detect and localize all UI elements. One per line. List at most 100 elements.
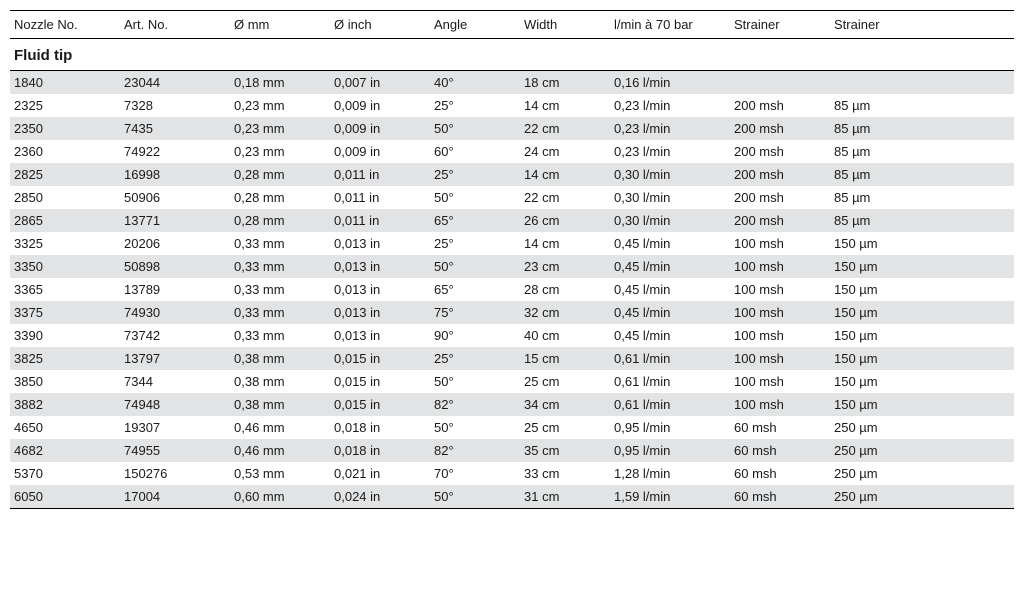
- table-cell: 25°: [430, 347, 520, 370]
- table-cell: 26 cm: [520, 209, 610, 232]
- table-cell: 3365: [10, 278, 120, 301]
- table-cell: 34 cm: [520, 393, 610, 416]
- table-cell: 0,46 mm: [230, 416, 330, 439]
- col-header-angle: Angle: [430, 11, 520, 39]
- table-cell: 100 msh: [730, 278, 830, 301]
- table-cell: 82°: [430, 439, 520, 462]
- table-cell: 0,16 l/min: [610, 71, 730, 95]
- table-row: 4650193070,46 mm0,018 in50°25 cm0,95 l/m…: [10, 416, 1014, 439]
- table-cell: 0,28 mm: [230, 163, 330, 186]
- table-row: 235074350,23 mm0,009 in50°22 cm0,23 l/mi…: [10, 117, 1014, 140]
- table-cell: 7435: [120, 117, 230, 140]
- col-header-blank: [920, 11, 1014, 39]
- table-cell: [920, 186, 1014, 209]
- table-cell: 22 cm: [520, 117, 610, 140]
- col-header-nozzle-no: Nozzle No.: [10, 11, 120, 39]
- table-cell: 40 cm: [520, 324, 610, 347]
- table-cell: 25°: [430, 163, 520, 186]
- table-cell: 0,46 mm: [230, 439, 330, 462]
- table-cell: 200 msh: [730, 140, 830, 163]
- table-cell: 23 cm: [520, 255, 610, 278]
- table-cell: 18 cm: [520, 71, 610, 95]
- table-cell: 28 cm: [520, 278, 610, 301]
- table-cell: 4650: [10, 416, 120, 439]
- table-row: 232573280,23 mm0,009 in25°14 cm0,23 l/mi…: [10, 94, 1014, 117]
- table-cell: 82°: [430, 393, 520, 416]
- table-cell: 3825: [10, 347, 120, 370]
- table-cell: 7328: [120, 94, 230, 117]
- table-cell: 0,30 l/min: [610, 163, 730, 186]
- table-cell: 14 cm: [520, 163, 610, 186]
- table-cell: 0,013 in: [330, 255, 430, 278]
- table-cell: [920, 209, 1014, 232]
- table-cell: 2360: [10, 140, 120, 163]
- table-cell: 24 cm: [520, 140, 610, 163]
- table-body: Fluid tip 1840230440,18 mm0,007 in40°18 …: [10, 39, 1014, 509]
- table-cell: 25°: [430, 94, 520, 117]
- col-header-diameter-mm: Ø mm: [230, 11, 330, 39]
- table-cell: 0,33 mm: [230, 301, 330, 324]
- table-cell: 150 µm: [830, 255, 920, 278]
- table-cell: 6050: [10, 485, 120, 509]
- table-cell: 22 cm: [520, 186, 610, 209]
- table-cell: 65°: [430, 278, 520, 301]
- table-cell: 0,45 l/min: [610, 301, 730, 324]
- table-cell: 0,60 mm: [230, 485, 330, 509]
- table-cell: 90°: [430, 324, 520, 347]
- table-cell: 85 µm: [830, 163, 920, 186]
- table-cell: 0,33 mm: [230, 278, 330, 301]
- table-cell: 0,23 l/min: [610, 94, 730, 117]
- table-cell: 0,015 in: [330, 393, 430, 416]
- table-cell: 250 µm: [830, 439, 920, 462]
- table-cell: [920, 301, 1014, 324]
- table-cell: 100 msh: [730, 255, 830, 278]
- table-cell: 150 µm: [830, 324, 920, 347]
- table-cell: 74922: [120, 140, 230, 163]
- table-cell: 40°: [430, 71, 520, 95]
- section-row: Fluid tip: [10, 41, 1014, 71]
- table-cell: 100 msh: [730, 232, 830, 255]
- table-cell: 50°: [430, 186, 520, 209]
- table-cell: 0,61 l/min: [610, 347, 730, 370]
- table-cell: 0,45 l/min: [610, 255, 730, 278]
- table-row: 3825137970,38 mm0,015 in25°15 cm0,61 l/m…: [10, 347, 1014, 370]
- table-cell: [730, 71, 830, 95]
- table-cell: 0,23 mm: [230, 140, 330, 163]
- table-cell: [920, 163, 1014, 186]
- table-cell: [920, 255, 1014, 278]
- table-cell: 150 µm: [830, 370, 920, 393]
- table-cell: 0,33 mm: [230, 324, 330, 347]
- table-cell: 0,018 in: [330, 439, 430, 462]
- table-cell: 0,23 l/min: [610, 140, 730, 163]
- table-cell: 0,011 in: [330, 163, 430, 186]
- table-cell: 60 msh: [730, 485, 830, 509]
- table-cell: 70°: [430, 462, 520, 485]
- table-cell: 3350: [10, 255, 120, 278]
- table-cell: 73742: [120, 324, 230, 347]
- table-cell: 3882: [10, 393, 120, 416]
- table-cell: 50898: [120, 255, 230, 278]
- table-cell: 150 µm: [830, 393, 920, 416]
- col-header-width: Width: [520, 11, 610, 39]
- table-cell: 33 cm: [520, 462, 610, 485]
- table-cell: 2850: [10, 186, 120, 209]
- table-cell: [920, 232, 1014, 255]
- table-cell: 35 cm: [520, 439, 610, 462]
- table-cell: 0,015 in: [330, 347, 430, 370]
- table-cell: 2325: [10, 94, 120, 117]
- table-cell: [920, 278, 1014, 301]
- table-cell: 13771: [120, 209, 230, 232]
- col-header-art-no: Art. No.: [120, 11, 230, 39]
- table-cell: 0,18 mm: [230, 71, 330, 95]
- table-cell: 0,95 l/min: [610, 416, 730, 439]
- table-cell: 100 msh: [730, 370, 830, 393]
- table-cell: 23044: [120, 71, 230, 95]
- table-row: 2360749220,23 mm0,009 in60°24 cm0,23 l/m…: [10, 140, 1014, 163]
- table-row: 3365137890,33 mm0,013 in65°28 cm0,45 l/m…: [10, 278, 1014, 301]
- table-row: 2850509060,28 mm0,011 in50°22 cm0,30 l/m…: [10, 186, 1014, 209]
- table-cell: 75°: [430, 301, 520, 324]
- table-cell: 17004: [120, 485, 230, 509]
- table-cell: 5370: [10, 462, 120, 485]
- table-cell: 0,45 l/min: [610, 232, 730, 255]
- table-row: 53701502760,53 mm0,021 in70°33 cm1,28 l/…: [10, 462, 1014, 485]
